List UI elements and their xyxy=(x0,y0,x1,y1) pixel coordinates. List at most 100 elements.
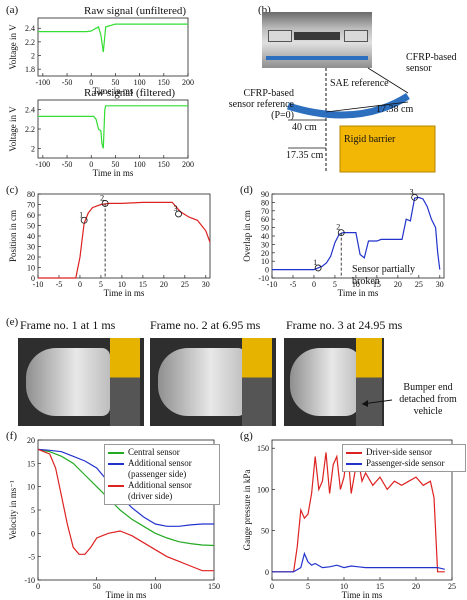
sensor-broken-annotation: Sensor partially broken xyxy=(352,264,416,287)
a-top-title: Raw signal (unfiltered) xyxy=(84,5,186,17)
chart-d-ytick-label: 90 xyxy=(261,190,269,199)
chart-g-xtick-label: 10 xyxy=(340,582,348,591)
frame-2-image xyxy=(150,338,276,426)
a-bottom-title: Raw signal (filtered) xyxy=(84,87,175,99)
bumper-detached-annotation: Bumper end detached from vehicle xyxy=(399,382,457,417)
chart-a-top-xtick-label: 100 xyxy=(134,78,146,87)
chart-c-xlabel: Time in ms xyxy=(104,288,145,298)
car-body xyxy=(290,348,360,416)
chart-c-xtick-label: 0 xyxy=(78,280,82,289)
chart-d-xtick-label: 30 xyxy=(436,280,444,289)
legend-g: Driver-side sensor Passenger-side sensor xyxy=(342,444,466,472)
chart-f-ytick-label: -5 xyxy=(28,553,35,562)
legend-g-item-driver: Driver-side sensor xyxy=(346,447,462,458)
chart-a-top-xtick-label: 50 xyxy=(111,78,119,87)
chart-c-ytick-label: 20 xyxy=(27,253,35,262)
car-body xyxy=(158,348,246,416)
dimension-1738: 17.38 cm xyxy=(376,104,414,115)
grille xyxy=(294,32,340,40)
frame-3-caption: Frame no. 3 at 24.95 ms xyxy=(286,318,403,332)
chart-c-series-line-0 xyxy=(38,201,211,279)
panel-label-f: (f) xyxy=(6,430,17,442)
chart-c-ytick-label: 10 xyxy=(27,264,35,273)
chart-d-xtick-label: 0 xyxy=(312,280,316,289)
chart-d-ytick-label: 10 xyxy=(261,257,269,266)
chart-g-series-line-1 xyxy=(272,551,445,573)
chart-c-ytick-label: 60 xyxy=(27,211,35,220)
chart-a-top-xlabel: Time in ms xyxy=(93,86,134,96)
chart-a-bottom-xtick-label: 200 xyxy=(182,160,194,169)
d-marker-circle xyxy=(314,264,322,272)
chart-c-ytick-label: 50 xyxy=(27,222,35,231)
sae-reference-label: SAE reference xyxy=(330,78,389,89)
chart-a-top-xtick-label: 200 xyxy=(182,78,194,87)
chart-a-top: -100 -50 0 50 100 150 200 1.8 2 2.2 2.4 Time in ms V… xyxy=(8,17,194,96)
legend-f-item-passenger: Additional sensor (passenger side) xyxy=(108,458,216,480)
chart-d-ylabel: Overlap in cm xyxy=(242,210,252,261)
chart-c-xtick-label: 10 xyxy=(118,280,126,289)
chart-f-ytick-label: -10 xyxy=(24,576,35,585)
barrier-block xyxy=(110,338,140,426)
chart-f-xtick-label: 50 xyxy=(93,582,101,591)
diagram-b-svg xyxy=(286,67,436,173)
panel-label-d: (d) xyxy=(240,184,253,196)
chart-a-bottom-frame xyxy=(37,99,189,159)
frame-1-caption: Frame no. 1 at 1 ms xyxy=(20,318,116,332)
c-marker-label: 1 xyxy=(79,210,83,219)
chart-g-xlabel: Time in ms xyxy=(342,590,383,600)
headlight-left xyxy=(268,30,292,42)
chart-c-xtick-label: 25 xyxy=(181,280,189,289)
chart-d-xtick-label: -10 xyxy=(267,280,278,289)
chart-a-bottom-ytick-label: 2.4 xyxy=(25,106,35,115)
chart-a-bottom-xtick-label: -100 xyxy=(36,160,51,169)
chart-c-xtick-label: 20 xyxy=(160,280,168,289)
chart-a-top-xtick-label: 0 xyxy=(89,78,93,87)
barrier-block xyxy=(242,338,272,426)
d-marker-label: 3 xyxy=(410,187,414,196)
chart-f-xlabel: Time in ms xyxy=(106,590,147,600)
chart-a-bottom-xtick-label: 0 xyxy=(89,160,93,169)
chart-d-xtick-label: -5 xyxy=(290,280,297,289)
chart-f-xtick-label: 0 xyxy=(36,582,40,591)
chart-g-ylabel: Gauge pressure in kPa xyxy=(242,470,252,551)
chart-a-bottom-xtick-label: 50 xyxy=(111,160,119,169)
chart-c-ytick-label: 30 xyxy=(27,243,35,252)
panel-label-g: (g) xyxy=(240,430,253,442)
chart-c-ytick-label: 80 xyxy=(27,190,35,199)
chart-f-xtick-label: 100 xyxy=(149,582,161,591)
chart-a-top-ytick-label: 2.4 xyxy=(25,24,35,33)
chart-g-xtick-label: 0 xyxy=(270,582,274,591)
chart-d-ytick-label: 60 xyxy=(261,215,269,224)
chart-a-bottom-xtick-label: -50 xyxy=(62,160,73,169)
chart-d-ytick-label: 20 xyxy=(261,249,269,258)
legend-f-item-driver: Additional sensor (driver side) xyxy=(108,480,216,502)
chart-a-bottom-ylabel: Voltage in V xyxy=(8,106,18,152)
chart-c-xtick-label: -10 xyxy=(33,280,44,289)
legend-g-item-passenger: Passenger-side sensor xyxy=(346,458,462,469)
chart-f-xtick-label: 150 xyxy=(208,582,220,591)
car-body xyxy=(26,348,110,416)
chart-a-bottom-xlabel: Time in ms xyxy=(93,168,134,178)
chart-a-bottom-ytick-label: 2 xyxy=(31,144,35,153)
headlight-right xyxy=(344,30,368,42)
chart-f-ytick-label: 15 xyxy=(27,459,35,468)
chart-a-top-ytick-label: 1.8 xyxy=(25,65,35,74)
c-marker-circle xyxy=(175,210,182,218)
barrier-block xyxy=(356,338,382,426)
bumper-sensor-strip xyxy=(266,56,368,60)
chart-a-top-xtick-label: -100 xyxy=(36,78,51,87)
chart-g-ytick-label: 100 xyxy=(257,485,269,494)
diagram-b: CFRP-based sensor SAE reference CFRP-bas… xyxy=(229,8,463,178)
chart-g-ytick-label: 0 xyxy=(265,568,269,577)
chart-f-ytick-label: 5 xyxy=(31,506,35,515)
chart-a-top-frame xyxy=(37,17,189,77)
c-marker-circle xyxy=(80,216,88,224)
d-marker-label: 1 xyxy=(313,258,317,267)
chart-a-top-xtick-label: 150 xyxy=(158,78,170,87)
d-marker-circle xyxy=(411,193,419,201)
chart-c-ytick-label: 40 xyxy=(27,232,35,241)
d-marker-circle xyxy=(337,229,345,237)
chart-d-ytick-label: 50 xyxy=(261,224,269,233)
dimension-1735: 17.35 cm xyxy=(286,150,324,161)
chart-a-bottom-xtick-label: 150 xyxy=(158,160,170,169)
